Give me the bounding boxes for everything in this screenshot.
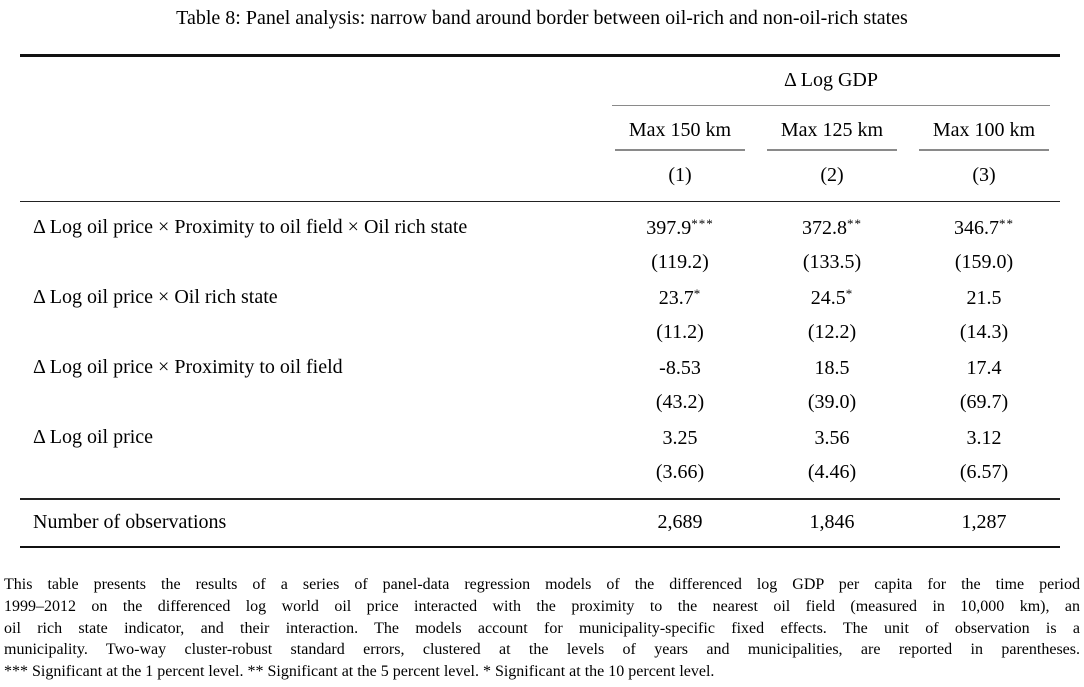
coef-value: 346.7 [954, 216, 999, 239]
coef-value: 372.8 [802, 216, 847, 239]
table-body: Δ Log oil price × Proximity to oil field… [20, 202, 1060, 498]
coefficient-cell: 3.25 [604, 426, 756, 450]
coefficient-cell: 17.4 [908, 356, 1060, 380]
coef-value: 3.25 [662, 426, 698, 449]
table-notes: This table presents the results of a ser… [4, 574, 1080, 683]
coef-row-label: Δ Log oil price × Oil rich state [33, 286, 278, 308]
coef-row-label: Δ Log oil price × Proximity to oil field… [33, 216, 468, 238]
significance-stars: ** [999, 215, 1014, 231]
standard-error-row: (3.66) (4.46) (6.57) [20, 455, 1060, 490]
coefficient-cell: 3.12 [908, 426, 1060, 450]
column-header-label: Max 150 km [628, 119, 732, 141]
standard-error-row: (43.2) (39.0) (69.7) [20, 385, 1060, 420]
coef-row-label: Δ Log oil price [33, 426, 154, 448]
model-number-3: (3) [972, 164, 996, 186]
standard-error-cell: (39.0) [807, 391, 857, 413]
standard-error-cell: (69.7) [959, 391, 1009, 413]
coefficient-cell: 3.56 [756, 426, 908, 450]
coefficient-row: Δ Log oil price × Oil rich state 23.7* 2… [20, 280, 1060, 315]
standard-error-row: (11.2) (12.2) (14.3) [20, 315, 1060, 350]
coef-value: 3.56 [814, 426, 850, 449]
standard-error-cell: (6.57) [959, 461, 1009, 483]
coefficient-cell: 24.5* [756, 286, 908, 310]
coef-value: 23.7 [658, 286, 694, 309]
column-header-2: Max 125 km [756, 119, 908, 151]
column-header-label: Max 100 km [932, 119, 1036, 141]
standard-error-row: (119.2) (133.5) (159.0) [20, 245, 1060, 280]
model-number-2: (2) [820, 164, 844, 186]
coef-value: 3.12 [966, 426, 1002, 449]
coefficient-cell: 21.5 [908, 286, 1060, 310]
observations-value: 1,846 [809, 511, 855, 533]
significance-stars: *** [691, 215, 714, 231]
standard-error-cell: (133.5) [802, 251, 862, 273]
coefficient-cell: 372.8** [756, 216, 908, 240]
observations-value: 2,689 [657, 511, 703, 533]
coefficient-cell: 346.7** [908, 216, 1060, 240]
spanner-row: Δ Log GDP [20, 57, 1060, 105]
coef-row-label: Δ Log oil price × Proximity to oil field [33, 356, 343, 378]
midrule-summary [20, 498, 1060, 500]
standard-error-cell: (43.2) [655, 391, 705, 413]
dependent-variable-header: Δ Log GDP [784, 69, 878, 91]
column-underline-1 [615, 149, 745, 151]
coef-value: 17.4 [966, 356, 1002, 379]
significance-stars: * [845, 285, 854, 301]
notes-line: municipality. Two-way cluster-robust sta… [4, 641, 1080, 659]
observations-value: 1,287 [961, 511, 1007, 533]
coef-value: 397.9 [646, 216, 692, 239]
model-number-row: (1) (2) (3) [20, 151, 1060, 201]
standard-error-cell: (12.2) [807, 321, 857, 343]
model-number-1: (1) [668, 164, 692, 186]
coefficient-cell: 18.5 [756, 356, 908, 380]
notes-line: This table presents the results of a ser… [4, 576, 1080, 593]
notes-line: 1999–2012 on the differenced log world o… [4, 597, 1080, 615]
notes-line: oil rich state indicator, and their inte… [4, 619, 1080, 637]
column-header-row: Max 150 km Max 125 km Max 100 km [20, 106, 1060, 151]
coef-value: 18.5 [814, 356, 850, 379]
standard-error-cell: (14.3) [959, 321, 1009, 343]
coefficient-row: Δ Log oil price × Proximity to oil field… [20, 350, 1060, 385]
coefficient-row: Δ Log oil price × Proximity to oil field… [20, 210, 1060, 245]
regression-table: Δ Log GDP Max 150 km Max 125 km Max 100 … [20, 54, 1060, 548]
coefficient-cell: -8.53 [604, 356, 756, 380]
coef-value: 21.5 [966, 286, 1002, 309]
column-underline-2 [767, 149, 897, 151]
midrule-header [20, 200, 1060, 202]
standard-error-cell: (3.66) [655, 461, 705, 483]
standard-error-cell: (159.0) [954, 251, 1014, 273]
standard-error-cell: (4.46) [807, 461, 857, 483]
toprule [20, 54, 1060, 57]
standard-error-cell: (11.2) [656, 321, 704, 343]
bottomrule [20, 545, 1060, 548]
coefficient-row: Δ Log oil price 3.25 3.56 3.12 [20, 420, 1060, 455]
significance-stars: ** [847, 215, 862, 231]
column-underline-3 [919, 149, 1049, 151]
coefficient-cell: 397.9*** [604, 216, 756, 240]
column-header-3: Max 100 km [908, 119, 1060, 151]
spanner-rule [612, 104, 1050, 106]
column-header-1: Max 150 km [604, 119, 756, 151]
standard-error-cell: (119.2) [651, 251, 709, 273]
observations-label: Number of observations [33, 511, 227, 533]
coef-value: -8.53 [659, 356, 701, 379]
column-header-label: Max 125 km [780, 119, 884, 141]
coef-value: 24.5 [810, 286, 846, 309]
significance-stars: * [693, 285, 702, 301]
notes-line-significance: *** Significant at the 1 percent level. … [4, 663, 715, 681]
label-column-spacer [20, 119, 604, 151]
observations-row: Number of observations 2,689 1,846 1,287 [20, 500, 1060, 546]
table-caption: Table 8: Panel analysis: narrow band aro… [176, 7, 908, 29]
coefficient-cell: 23.7* [604, 286, 756, 310]
